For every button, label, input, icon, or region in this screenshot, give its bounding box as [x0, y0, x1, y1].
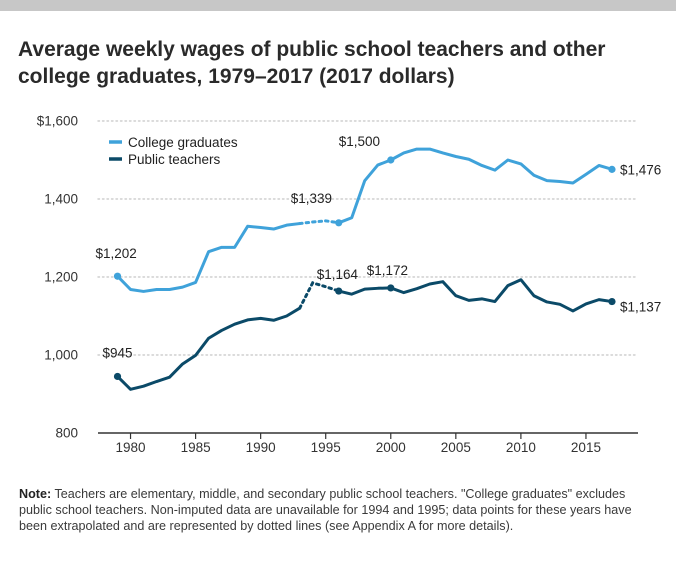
college-label-1996: $1,339 [291, 191, 332, 206]
y-tick-label-800: 800 [55, 426, 78, 441]
teachers-line-segment-1 [116, 306, 302, 391]
college-line-segment-1 [116, 222, 302, 293]
note-label: Note: [19, 487, 52, 501]
x-tick-label-1985: 1985 [181, 440, 211, 455]
teachers-line-segment-2 [337, 278, 614, 313]
chart-note: Note: Teachers are elementary, middle, a… [19, 486, 659, 534]
teachers-line-extrapolated [298, 281, 341, 310]
college-point-1996 [335, 219, 343, 227]
teachers-point-1979 [113, 372, 122, 381]
x-tick-label-1995: 1995 [311, 440, 341, 455]
college-point-2000 [387, 156, 395, 164]
college-line-segment-2 [337, 147, 614, 225]
college-label-1979: $1,202 [96, 246, 137, 261]
college-label-2000: $1,500 [339, 134, 380, 149]
top-bar [0, 0, 676, 11]
line-chart: 800 1,000 1,200 1,400 $1,600 1980 1985 1990 1995… [37, 114, 662, 456]
note-text: Teachers are elementary, middle, and sec… [19, 487, 632, 533]
chart-title: Average weekly wages of public school te… [18, 38, 606, 88]
x-tick-label-2000: 2000 [376, 440, 406, 455]
x-tick-label-2010: 2010 [506, 440, 536, 455]
x-tick-label-2015: 2015 [571, 440, 601, 455]
y-tick-label-1600: $1,600 [37, 114, 78, 129]
x-tick-label-1980: 1980 [116, 440, 146, 455]
teachers-label-2017: $1,137 [620, 300, 661, 315]
college-point-1979 [113, 272, 122, 280]
teachers-label-1979: $945 [103, 345, 133, 360]
y-tick-label-1000: 1,000 [44, 348, 78, 363]
teachers-label-1996: $1,164 [317, 267, 359, 282]
college-label-2017: $1,476 [620, 162, 661, 177]
x-tick-label-2005: 2005 [441, 440, 471, 455]
y-tick-label-1200: 1,200 [44, 270, 78, 285]
teachers-point-2000 [387, 284, 395, 292]
teachers-point-2017 [608, 297, 616, 306]
teachers-label-2000: $1,172 [367, 263, 408, 278]
college-point-2017 [608, 165, 616, 173]
x-tick-label-1990: 1990 [246, 440, 276, 455]
y-tick-label-1400: 1,400 [44, 192, 78, 207]
legend-label-college: College graduates [128, 135, 238, 150]
legend-label-teachers: Public teachers [128, 152, 221, 167]
college-line-extrapolated [298, 219, 341, 226]
teachers-point-1996 [335, 287, 343, 295]
